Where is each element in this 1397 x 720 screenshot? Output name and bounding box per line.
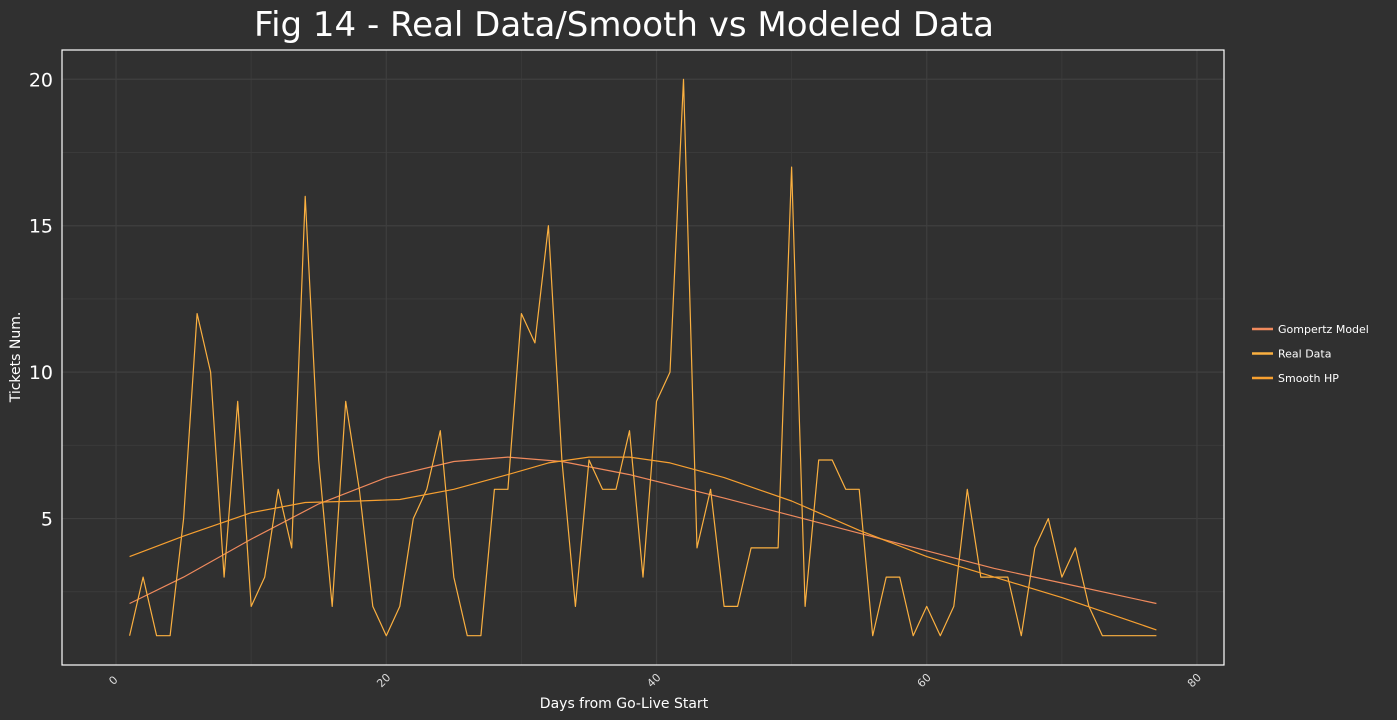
chart-title: Fig 14 - Real Data/Smooth vs Modeled Dat… [254,5,994,45]
x-tick-label: 40 [644,671,663,690]
x-tick-label: 0 [107,673,121,687]
grid [62,50,1224,665]
y-axis-label: Tickets Num. [8,312,24,404]
y-tick-label: 15 [29,216,53,238]
y-tick-label: 10 [29,362,53,384]
y-tick-label: 20 [29,69,53,91]
series-layer [129,78,1157,637]
legend-label: Real Data [1278,348,1331,361]
x-axis: 0 20 40 60 80 [107,671,1205,690]
plot-frame [61,49,1225,666]
series-line [129,78,1157,637]
y-tick-label: 5 [41,509,53,531]
x-tick-label: 20 [374,671,393,690]
legend: Gompertz Model Real Data Smooth HP [1252,323,1369,385]
series-line [129,456,1157,605]
x-axis-label: Days from Go-Live Start [540,696,709,712]
series-line [129,456,1157,631]
x-tick-label: 60 [915,671,934,690]
y-axis: 5 10 15 20 [29,69,53,530]
legend-label: Smooth HP [1278,372,1339,385]
legend-label: Gompertz Model [1278,323,1369,336]
x-tick-label: 80 [1185,671,1204,690]
